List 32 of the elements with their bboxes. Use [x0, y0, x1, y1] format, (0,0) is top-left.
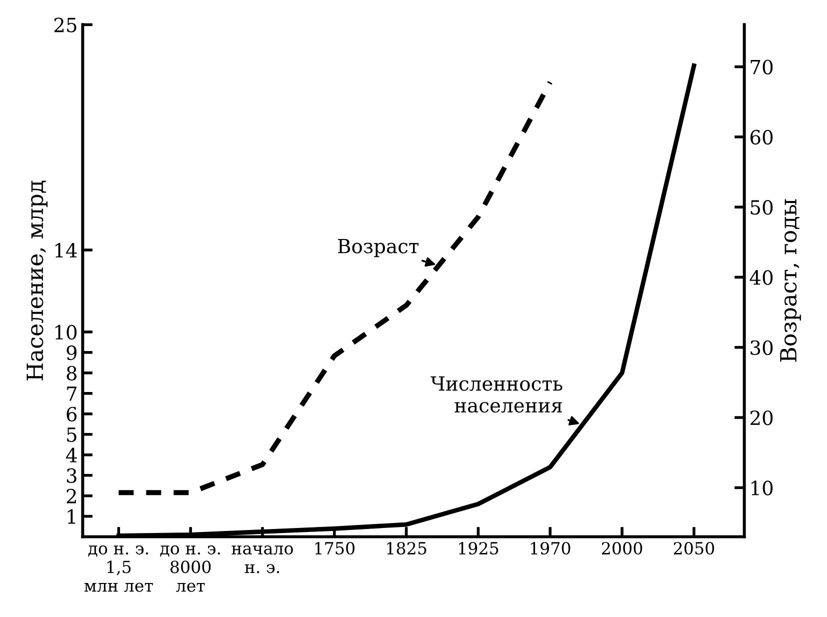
y2-axis-title: Возраст, годы — [780, 199, 801, 362]
series-label: Численность населения — [430, 376, 562, 413]
series-label: Возраст — [338, 238, 418, 258]
y-tick-label: 9 — [66, 345, 77, 360]
y2-tick-label: 40 — [750, 270, 773, 285]
y-tick-label: 8 — [66, 366, 77, 381]
y2-tick-label: 20 — [750, 410, 773, 426]
y2-tick-label: 10 — [752, 480, 773, 496]
y2-tick-label: 70 — [750, 60, 773, 74]
y2-tick-label: 30 — [750, 340, 773, 356]
y2-tick-label: 50 — [750, 200, 773, 215]
y2-tick-label: 60 — [750, 130, 773, 145]
y-tick-label: 2 — [66, 488, 76, 504]
y-tick-label: 25 — [54, 18, 76, 32]
x-tick-label: 2050 — [674, 542, 714, 555]
x-tick-label: 2000 — [602, 542, 642, 555]
y-tick-label: 14 — [55, 242, 77, 258]
y-tick-label: 3 — [66, 468, 76, 483]
x-tick-label: до н. э. 8000 лет — [160, 545, 220, 592]
x-tick-label: начало н. э. — [232, 545, 293, 574]
y-tick-label: 10 — [55, 324, 77, 340]
x-tick-label: 1750 — [315, 542, 354, 555]
x-tick-label: 1825 — [387, 542, 426, 555]
y-axis-title: Население, млрд — [26, 180, 48, 380]
y-tick-label: 6 — [66, 406, 77, 422]
y-tick-label: 5 — [67, 428, 76, 442]
x-tick-label: 1970 — [530, 542, 570, 555]
x-tick-label: до н. э. 1,5 млн лет — [84, 545, 153, 592]
y-tick-label: 4 — [66, 448, 77, 462]
y-tick-label: 1 — [68, 509, 76, 524]
y-tick-label: 7 — [67, 386, 76, 401]
x-tick-label: 1925 — [459, 542, 498, 555]
